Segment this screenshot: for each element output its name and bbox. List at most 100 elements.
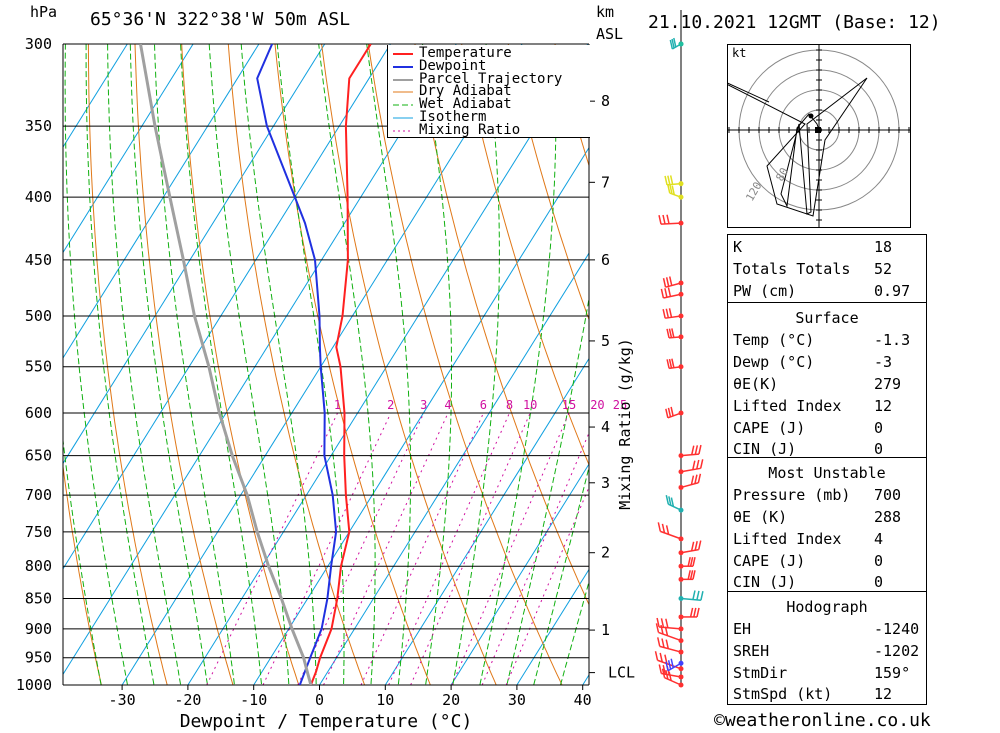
mu-pressure-value: 700 — [874, 486, 902, 504]
wind-barb-flag — [700, 591, 704, 601]
wind-level-dot — [678, 649, 684, 655]
mu-cin-value: 0 — [874, 573, 884, 591]
surface-li-label: Lifted Index — [733, 397, 842, 415]
most-unstable-title: Most Unstable — [768, 464, 886, 482]
wind-barb-flag — [665, 308, 670, 318]
dry-adiabat-line — [63, 462, 102, 685]
wind-level-dot — [678, 364, 684, 370]
totals-totals-value: 52 — [874, 260, 893, 278]
wind-barb-flag — [665, 618, 669, 628]
pressure-tick-label: 300 — [25, 35, 52, 53]
wet-adiabat-line — [452, 44, 500, 685]
stmdir-label: StmDir — [733, 664, 788, 682]
pressure-tick-label: 950 — [25, 649, 52, 667]
wind-level-dot — [678, 291, 684, 297]
km-tick-label: 2 — [601, 544, 610, 562]
legend-label: Temperature — [419, 45, 512, 61]
wind-barb-flag — [665, 661, 669, 671]
wind-barb-flag — [662, 214, 666, 225]
legend-swatch — [393, 53, 413, 55]
datetime-title: 21.10.2021 12GMT (Base: 12) — [648, 12, 941, 33]
wind-level-dot — [678, 576, 684, 582]
pressure-tick-label: 850 — [25, 589, 52, 607]
eh-value: -1240 — [874, 620, 920, 638]
wind-barb-flag — [662, 278, 667, 288]
mixing-ratio-axis-label: Mixing Ratio (g/kg) — [616, 338, 634, 510]
isotherm-line — [516, 568, 589, 685]
mu-cape-value: 0 — [874, 552, 884, 570]
mixing-ratio-label: 25 — [613, 398, 627, 412]
mixing-ratio-line — [323, 412, 449, 685]
k-index-value: 18 — [874, 238, 893, 256]
surface-dewp-value: -3 — [874, 353, 893, 371]
wet-adiabat-line — [559, 579, 589, 685]
wind-barb-flag — [694, 541, 698, 551]
wind-barb-flag — [697, 540, 702, 550]
x-tick-label: 30 — [508, 691, 526, 709]
indices-table: K 18 Totals Totals 52 PW (cm) 0.97 Surface … — [727, 234, 927, 705]
x-tick-label: -20 — [174, 691, 201, 709]
wind-barb-flag — [668, 496, 672, 506]
stmdir-value: 159° — [874, 664, 911, 682]
asl-unit-label: ASL — [596, 25, 624, 43]
location-title: 65°36'N 322°38'W 50m ASL — [90, 9, 351, 30]
wind-barb-flag — [668, 308, 673, 318]
wind-barb — [660, 530, 682, 540]
wind-barb-flag — [670, 497, 675, 507]
surface-temp-value: -1.3 — [874, 331, 911, 349]
wind-level-dot — [678, 507, 684, 513]
wind-level-dot — [678, 41, 684, 47]
wet-adiabat-line — [318, 44, 376, 685]
wind-barb-flag — [689, 557, 694, 567]
x-tick-label: 20 — [442, 691, 460, 709]
mu-cape-label: CAPE (J) — [733, 552, 806, 570]
km-unit-label: km — [596, 3, 615, 21]
pw-value: 0.97 — [874, 282, 911, 300]
x-tick-label: 40 — [574, 691, 592, 709]
wind-barb-flag — [668, 276, 673, 286]
chart-legend: Temperature Dewpoint Parcel Trajectory Dry … — [387, 45, 590, 138]
wind-barb-flag — [655, 623, 660, 633]
mixing-ratio-line — [360, 412, 484, 685]
wet-adiabat-line — [154, 44, 235, 685]
wind-barb-flag — [668, 328, 673, 338]
x-tick-label: -10 — [240, 691, 267, 709]
pressure-tick-label: 450 — [25, 251, 52, 269]
wind-level-dot — [678, 181, 684, 187]
legend-swatch — [393, 78, 413, 81]
legend-label: Isotherm — [419, 109, 487, 125]
dry-adiabat-line — [966, 26, 1000, 711]
mu-li-value: 4 — [874, 530, 884, 548]
basic-indices-box: K 18 Totals Totals 52 PW (cm) 0.97 — [727, 234, 927, 303]
wind-level-dot — [678, 334, 684, 340]
most-unstable-box: Most Unstable Pressure (mb) 700 θE (K) 288… — [727, 457, 927, 592]
wind-barb-flag — [694, 474, 698, 484]
mixing-ratio-line — [451, 412, 570, 685]
mixing-ratio-label: 8 — [506, 398, 513, 412]
wind-barb-flag — [696, 459, 700, 470]
dewpoint-profile — [256, 44, 338, 685]
copyright-link[interactable]: ©weatheronline.co.uk — [714, 710, 931, 731]
km-tick-label: 3 — [601, 474, 610, 492]
legend-swatch — [393, 65, 413, 68]
mu-cin-label: CIN (J) — [733, 573, 797, 591]
wind-barb-flag — [667, 175, 671, 185]
legend-label: Dry Adiabat — [419, 83, 512, 100]
k-index-label: K — [733, 238, 743, 256]
wind-barb-flag — [671, 358, 675, 368]
wind-barb-flag — [666, 359, 670, 369]
wind-barb-flag — [673, 37, 677, 48]
wind-barb-flag — [669, 184, 673, 195]
wet-adiabat-line — [366, 44, 412, 685]
mu-theta-value: 288 — [874, 508, 902, 526]
wind-barb-flag — [661, 638, 665, 648]
wind-barb-flag — [662, 665, 666, 675]
x-tick-label: 0 — [315, 691, 324, 709]
pressure-tick-label: 1000 — [16, 676, 52, 694]
mixing-ratio-line — [388, 412, 510, 685]
wind-barb-flag — [669, 175, 674, 185]
mixing-ratio-line — [505, 485, 589, 685]
surface-li-value: 12 — [874, 397, 893, 415]
wind-barb-flag — [687, 557, 691, 567]
